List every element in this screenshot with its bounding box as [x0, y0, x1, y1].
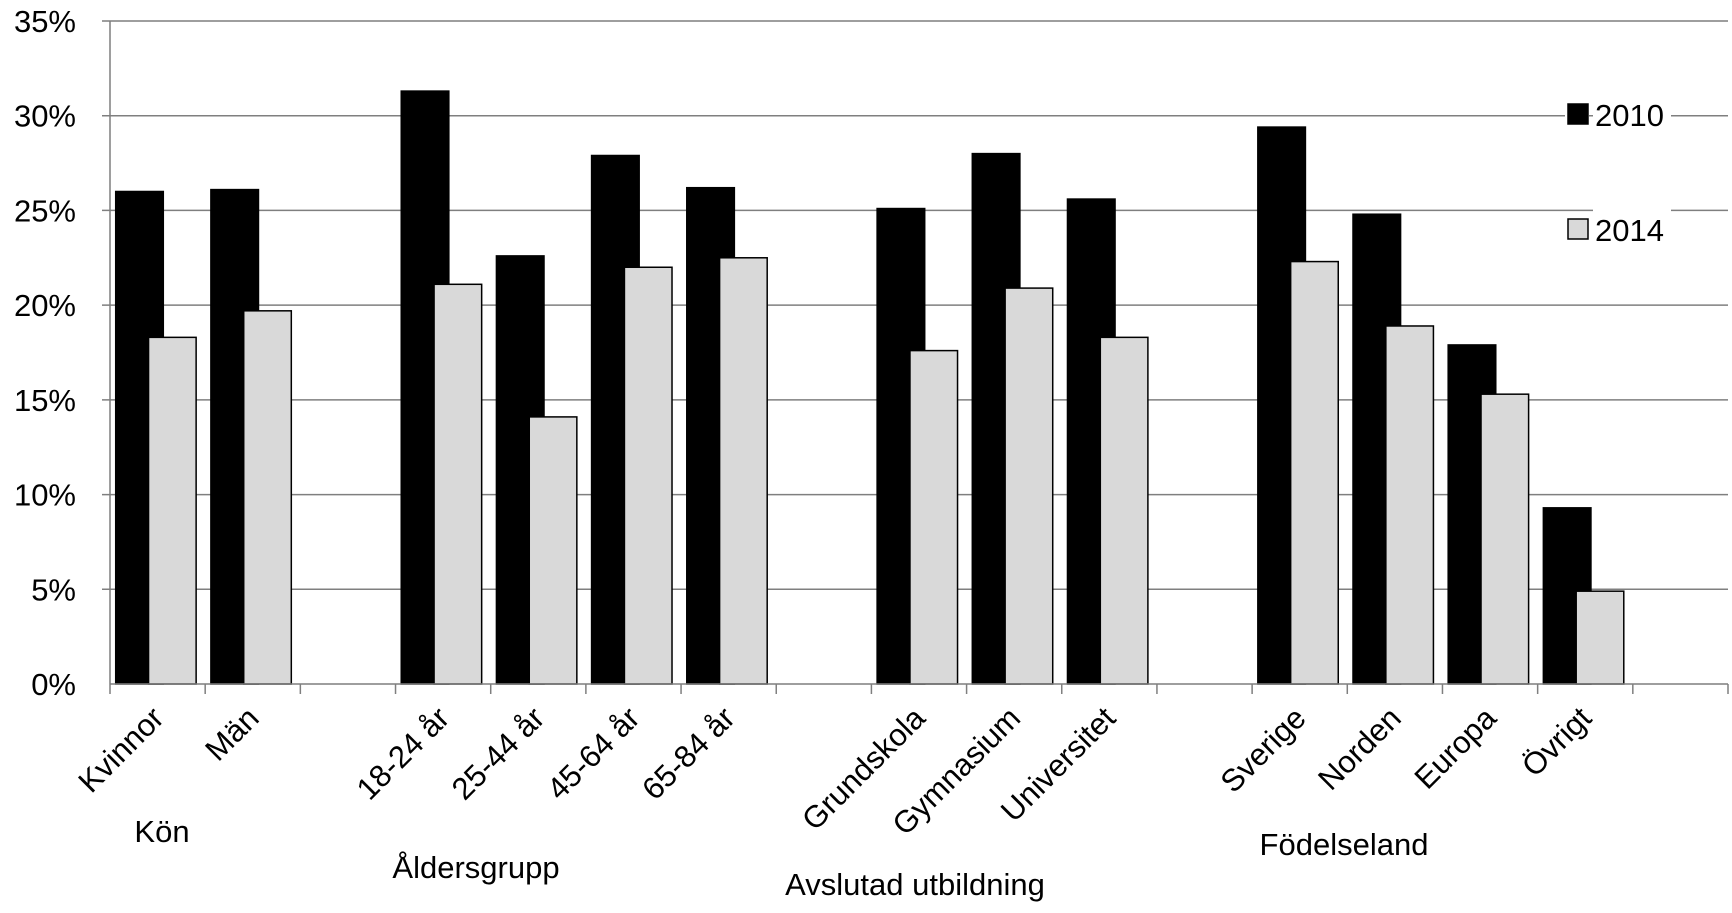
y-tick-label: 30%: [14, 99, 76, 134]
legend-swatch-2014: [1567, 218, 1589, 240]
bar-2014-Gymnasium: [1004, 287, 1054, 685]
y-axis-ticks: 0% 5% 10% 15% 20% 25% 30% 35%: [14, 4, 76, 702]
bar-2014-18-24 år: [433, 283, 483, 685]
x-tick-label: Kvinnor: [71, 700, 170, 799]
bar-2014-Universitet: [1099, 336, 1149, 685]
bar-2014-Män: [242, 310, 293, 685]
y-tick-label: 25%: [14, 193, 76, 228]
legend-label-2014: 2014: [1595, 213, 1664, 248]
bar-2014-Kvinnor: [147, 336, 197, 685]
bar-2014-Europa: [1480, 393, 1530, 685]
bar-2014-Sverige: [1289, 260, 1340, 685]
x-tick-label: Män: [198, 700, 265, 767]
group-labels: Kön Åldersgrupp Avslutad utbildning Födelse…: [134, 814, 1428, 902]
y-tick-label: 20%: [14, 288, 76, 323]
x-tick-label: 45-64 år: [540, 700, 646, 806]
legend-swatch-2010: [1567, 103, 1589, 125]
legend: 2010 2014: [1565, 93, 1671, 248]
legend-label-2010: 2010: [1595, 98, 1664, 133]
bar-2014-Grundskola: [909, 349, 959, 685]
bar-2014-Övrigt: [1575, 590, 1625, 685]
y-tick-label: 0%: [31, 667, 76, 702]
bar-2014-45-64 år: [623, 266, 673, 685]
y-tick-label: 10%: [14, 478, 76, 513]
x-tick-label: Övrigt: [1515, 700, 1598, 783]
x-tick-label: 18-24 år: [350, 700, 456, 806]
x-tick-label: Europa: [1408, 700, 1504, 796]
bar-2014-25-44 år: [528, 416, 578, 685]
x-tick-label: 65-84 år: [635, 700, 741, 806]
group-label: Födelseland: [1260, 827, 1429, 862]
x-axis: [109, 21, 1729, 694]
x-tick-label: Sverige: [1214, 700, 1313, 799]
group-label: Kön: [134, 814, 189, 849]
y-tick-label: 35%: [14, 4, 76, 39]
group-label: Avslutad utbildning: [785, 867, 1045, 902]
legend-label-bg: [1593, 93, 1671, 133]
bar-2014-Norden: [1385, 325, 1435, 685]
y-tick-label: 15%: [14, 383, 76, 418]
bars: [114, 90, 1625, 685]
x-tick-label: Norden: [1311, 700, 1408, 797]
x-tick-label: 25-44 år: [445, 700, 551, 806]
group-label: Åldersgrupp: [392, 850, 559, 885]
y-tick-label: 5%: [31, 572, 76, 607]
legend-label-bg: [1593, 208, 1671, 248]
bar-2014-65-84 år: [718, 257, 768, 685]
